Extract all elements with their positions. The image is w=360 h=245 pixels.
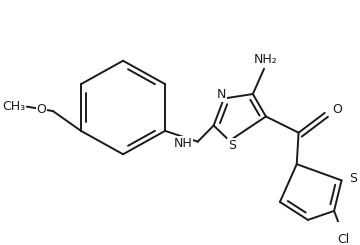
Text: N: N (216, 87, 226, 100)
Text: O: O (37, 103, 46, 116)
Text: CH₃: CH₃ (2, 100, 25, 113)
Text: NH₂: NH₂ (254, 53, 278, 66)
Text: Cl: Cl (337, 233, 350, 245)
Text: S: S (228, 139, 236, 152)
Text: O: O (332, 103, 342, 116)
Text: S: S (349, 172, 357, 185)
Text: NH: NH (174, 137, 192, 150)
